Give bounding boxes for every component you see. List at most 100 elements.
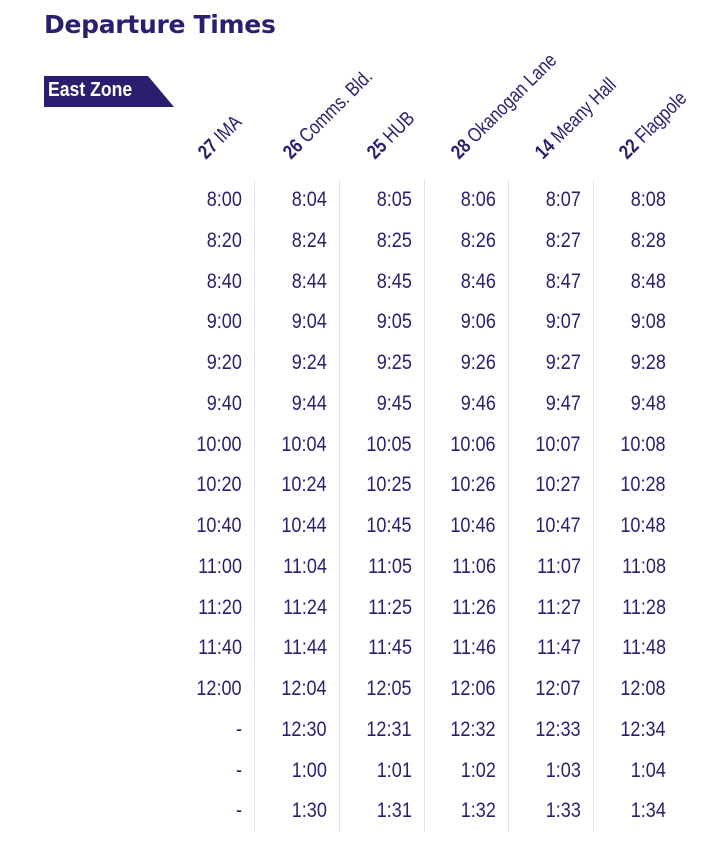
time-value: 9:04 bbox=[291, 310, 327, 334]
stop-name: IMA bbox=[210, 111, 247, 148]
time-cell: 8:45 bbox=[332, 270, 412, 294]
time-value: 1:02 bbox=[460, 758, 496, 782]
time-cell: 11:48 bbox=[586, 636, 666, 660]
time-cell: 10:08 bbox=[586, 433, 666, 457]
time-value: 11:07 bbox=[537, 554, 581, 578]
time-value: 1:00 bbox=[291, 758, 327, 782]
time-value: 11:27 bbox=[537, 595, 581, 619]
time-cell: 1:00 bbox=[247, 759, 327, 783]
stop-name: Flagpole bbox=[631, 87, 692, 148]
time-cell: 10:45 bbox=[332, 514, 412, 538]
time-value: 8:27 bbox=[545, 228, 581, 252]
time-cell: 1:31 bbox=[332, 799, 412, 823]
time-cell: 12:33 bbox=[501, 718, 581, 742]
time-cell: 10:24 bbox=[247, 473, 327, 497]
time-cell: 8:26 bbox=[416, 229, 496, 253]
time-cell: 10:25 bbox=[332, 473, 412, 497]
time-cell: 9:04 bbox=[247, 310, 327, 334]
time-value: 11:40 bbox=[198, 636, 242, 660]
time-cell: 11:44 bbox=[247, 636, 327, 660]
time-value: 10:45 bbox=[366, 514, 412, 537]
time-cell: 12:07 bbox=[501, 677, 581, 701]
time-cell: 8:48 bbox=[586, 270, 666, 294]
time-value: 10:04 bbox=[281, 432, 327, 456]
time-value: 9:26 bbox=[460, 351, 496, 374]
time-cell: 9:24 bbox=[247, 351, 327, 375]
time-cell: 12:32 bbox=[416, 718, 496, 742]
time-cell: 10:44 bbox=[247, 514, 327, 538]
time-value: 8:28 bbox=[630, 228, 666, 252]
time-value: 8:47 bbox=[545, 269, 581, 293]
time-cell: - bbox=[162, 799, 242, 823]
time-value: 10:08 bbox=[620, 432, 666, 456]
time-value: 11:44 bbox=[283, 636, 327, 660]
time-value: 8:24 bbox=[291, 228, 327, 252]
time-value: 10:47 bbox=[535, 514, 581, 537]
time-value: 10:24 bbox=[281, 473, 327, 497]
time-cell: 10:48 bbox=[586, 514, 666, 538]
time-cell: 9:46 bbox=[416, 392, 496, 416]
time-value: 10:26 bbox=[450, 473, 496, 497]
time-cell: 9:47 bbox=[501, 392, 581, 416]
time-cell: 8:20 bbox=[162, 229, 242, 253]
zone-tag-background bbox=[44, 76, 174, 107]
time-value: 8:48 bbox=[630, 269, 666, 293]
time-value: 12:08 bbox=[620, 677, 666, 700]
time-value: 11:48 bbox=[622, 636, 666, 660]
time-cell: 1:02 bbox=[416, 759, 496, 783]
time-cell: 11:26 bbox=[416, 596, 496, 620]
time-cell: 10:07 bbox=[501, 433, 581, 457]
stop-header-5: 22 Flagpole bbox=[615, 74, 706, 165]
time-cell: - bbox=[162, 718, 242, 742]
time-value: 10:40 bbox=[196, 514, 242, 537]
time-cell: 10:05 bbox=[332, 433, 412, 457]
time-value: 9:08 bbox=[630, 310, 666, 334]
time-cell: 10:20 bbox=[162, 473, 242, 497]
time-value: 1:34 bbox=[630, 799, 666, 823]
time-value: 8:06 bbox=[460, 188, 496, 211]
time-cell: 11:47 bbox=[501, 636, 581, 660]
time-cell: 9:08 bbox=[586, 310, 666, 334]
stop-header-2: 25 HUB bbox=[363, 98, 430, 165]
time-cell: 9:27 bbox=[501, 351, 581, 375]
time-cell: 9:07 bbox=[501, 310, 581, 334]
zone-label: East Zone bbox=[48, 79, 133, 101]
time-cell: 11:24 bbox=[247, 596, 327, 620]
time-cell: 12:04 bbox=[247, 677, 327, 701]
time-value: 11:20 bbox=[198, 595, 242, 619]
time-value: 11:26 bbox=[452, 595, 496, 619]
time-value: 11:08 bbox=[622, 554, 666, 578]
time-value: 10:07 bbox=[535, 432, 581, 456]
time-value: 9:47 bbox=[545, 391, 581, 415]
time-cell: 11:06 bbox=[416, 555, 496, 579]
time-value: 9:25 bbox=[376, 351, 412, 374]
time-cell: 9:05 bbox=[332, 310, 412, 334]
time-value: 12:07 bbox=[535, 677, 581, 700]
time-value: 12:04 bbox=[281, 677, 327, 700]
time-cell: 8:28 bbox=[586, 229, 666, 253]
zone-tag: East Zone bbox=[44, 76, 174, 107]
time-value: 9:44 bbox=[291, 391, 327, 415]
time-cell: 11:40 bbox=[162, 636, 242, 660]
time-cell: 1:03 bbox=[501, 759, 581, 783]
time-cell: 12:06 bbox=[416, 677, 496, 701]
time-cell: 9:20 bbox=[162, 351, 242, 375]
time-cell: 11:04 bbox=[247, 555, 327, 579]
time-cell: 11:20 bbox=[162, 596, 242, 620]
time-value: 10:06 bbox=[450, 432, 496, 456]
time-value: 8:44 bbox=[291, 269, 327, 293]
time-cell: 8:27 bbox=[501, 229, 581, 253]
time-value: 8:00 bbox=[206, 188, 242, 211]
time-cell: 8:46 bbox=[416, 270, 496, 294]
time-value: 9:45 bbox=[376, 391, 412, 415]
time-value: 10:20 bbox=[196, 473, 242, 497]
time-value: 8:07 bbox=[545, 188, 581, 211]
time-value: 1:04 bbox=[630, 758, 666, 782]
time-cell: 8:47 bbox=[501, 270, 581, 294]
time-cell: 1:33 bbox=[501, 799, 581, 823]
time-value: 12:32 bbox=[450, 717, 496, 741]
time-value: 12:31 bbox=[366, 717, 412, 741]
time-cell: 10:46 bbox=[416, 514, 496, 538]
time-cell: 9:06 bbox=[416, 310, 496, 334]
time-cell: 12:08 bbox=[586, 677, 666, 701]
